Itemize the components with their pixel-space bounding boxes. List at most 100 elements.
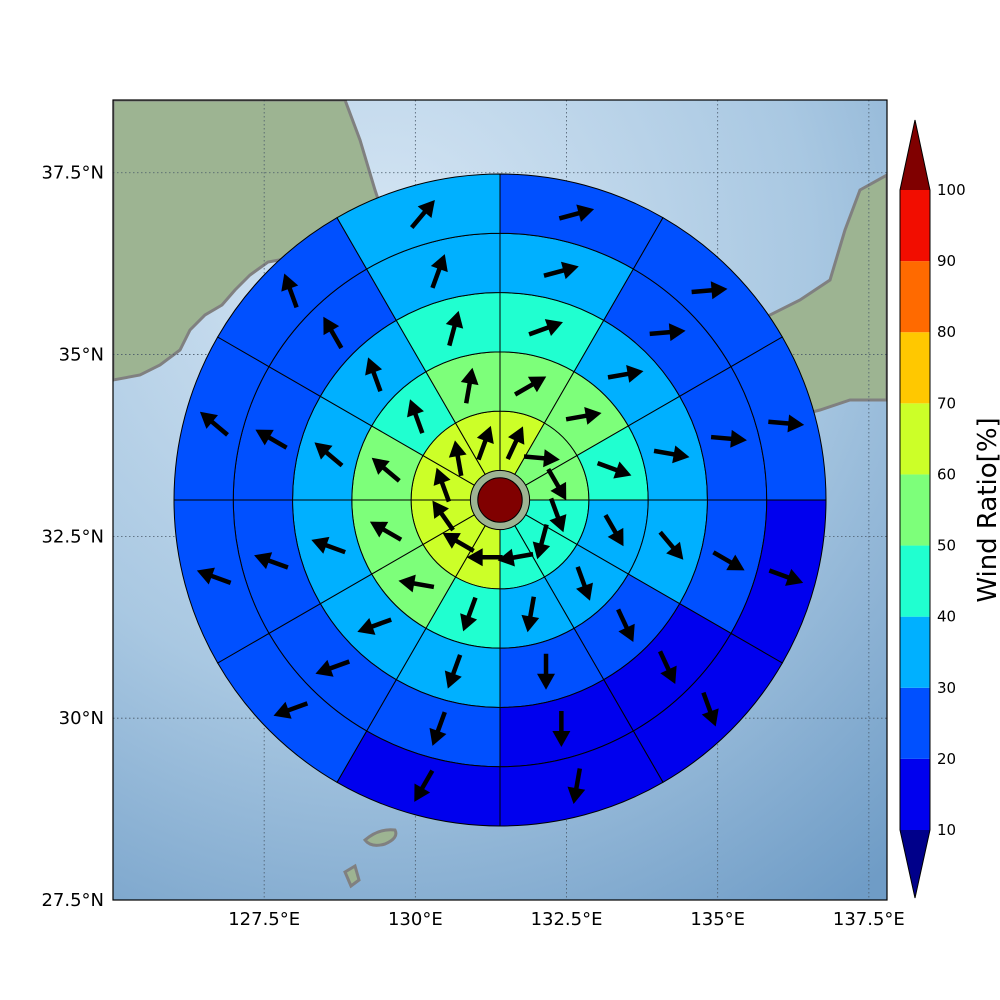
wind-vector-head <box>311 536 330 554</box>
colorbar-tick-label: 30 <box>937 679 956 697</box>
wind-vector-head <box>314 442 333 460</box>
lat-tick-label: 37.5°N <box>41 163 104 184</box>
colorbar-tick-label: 50 <box>937 537 956 555</box>
wind-vector-head <box>315 659 334 677</box>
wind-vector-head <box>371 457 390 475</box>
wind-vector-head <box>576 204 595 222</box>
colorbar-band <box>900 474 930 546</box>
wind-vector-head <box>414 783 431 802</box>
wind-vector-head <box>255 429 274 446</box>
wind-vector-head <box>460 613 478 632</box>
lon-tick-label: 130°E <box>388 909 443 930</box>
colorbar-over-triangle <box>900 120 930 190</box>
lat-tick-label: 32.5°N <box>41 526 104 547</box>
lat-tick-label: 30°N <box>59 708 104 729</box>
lon-tick-labels: 127.5°E 130°E 132.5°E 135°E 137.5°E <box>228 909 905 930</box>
land-ryukyu-4 <box>343 863 361 889</box>
wind-vector-head <box>508 426 525 445</box>
wind-vectors <box>196 199 805 804</box>
land-ryukyu-3 <box>362 828 398 847</box>
lon-tick-label: 127.5°E <box>228 909 300 930</box>
wind-vector-head <box>537 673 556 690</box>
colorbar-band <box>900 261 930 333</box>
wind-vector-head <box>497 548 515 567</box>
lon-tick-label: 132.5°E <box>531 909 603 930</box>
wind-vector-head <box>544 319 563 337</box>
wind-vector-head <box>417 199 435 218</box>
wind-vector-head <box>666 541 684 560</box>
wind-vector-head <box>448 440 467 458</box>
wind-vector-head <box>584 406 602 425</box>
wind-vector-head <box>369 521 389 538</box>
wind-vector-head <box>560 261 579 280</box>
wind-vector-head <box>445 310 464 329</box>
wind-vector-head <box>607 527 624 547</box>
lat-tick-label: 35°N <box>59 345 104 366</box>
wind-vector-head <box>281 273 299 292</box>
wind-vector-head <box>407 399 424 418</box>
colorbar-band <box>900 758 930 830</box>
wind-vector-head <box>730 429 747 448</box>
wind-vector-head <box>785 568 804 586</box>
lon-tick-label: 135°E <box>690 909 745 930</box>
colorbar-band <box>900 190 930 262</box>
wind-vector-head <box>549 514 567 533</box>
wind-vector-head <box>196 567 215 585</box>
colorbar-tick-label: 60 <box>937 465 956 483</box>
wind-vector-head <box>273 701 292 719</box>
wind-vector-head <box>429 727 447 746</box>
wind-vector-head <box>618 623 635 643</box>
colorbar-tick-label: 20 <box>937 750 956 768</box>
colorbar-tick-label: 90 <box>937 252 956 270</box>
colorbar-under-triangle <box>900 830 930 898</box>
lat-tick-label: 27.5°N <box>41 890 104 911</box>
wind-vector-head <box>550 481 567 501</box>
wind-vector-head <box>726 554 745 571</box>
sector-grid <box>173 173 827 827</box>
colorbar-band <box>900 616 930 688</box>
wind-vector-head <box>433 467 451 486</box>
wind-vector-head <box>787 414 805 433</box>
colorbar-band <box>900 687 930 759</box>
wind-vector-head <box>532 541 551 560</box>
map-frame <box>112 99 888 901</box>
colorbar-tick-label: 80 <box>937 323 956 341</box>
colorbar-band <box>900 332 930 404</box>
lat-tick-labels: 27.5°N 30°N 32.5°N 35°N 37.5°N <box>41 163 104 911</box>
colorbar-tick-label: 70 <box>937 394 956 412</box>
colorbar-title: Wind Ratio[%] <box>973 417 1000 602</box>
lon-tick-label: 137.5°E <box>833 909 905 930</box>
wind-vector-head <box>432 500 449 519</box>
wind-vector-head <box>710 281 728 300</box>
colorbar-band <box>900 403 930 475</box>
wind-vector-head <box>552 731 571 748</box>
wind-vector-head <box>199 411 218 429</box>
wind-vector-head <box>672 445 690 464</box>
wind-vector-head <box>613 461 632 479</box>
wind-vector-head <box>521 614 540 633</box>
wind-vector-head <box>543 449 560 468</box>
map-panel <box>113 100 887 900</box>
wind-vector-head <box>323 316 340 336</box>
wind-vector-head <box>567 786 586 804</box>
wind-vector-head <box>466 548 483 567</box>
wind-vector-head <box>660 665 677 684</box>
wind-vector-head <box>254 552 273 570</box>
wind-vector-head <box>430 254 448 273</box>
wind-vector-head <box>476 425 494 444</box>
wind-vector-head <box>576 582 593 601</box>
colorbar: 10 20 30 40 50 60 70 80 90 100 <box>899 119 966 899</box>
wind-vector-head <box>357 617 376 635</box>
wind-vector-head <box>527 376 547 393</box>
wind-vector-head <box>701 708 719 727</box>
colorbar-band <box>900 545 930 617</box>
wind-vector-head <box>444 670 462 689</box>
wind-vector-head <box>398 574 416 593</box>
center-disk <box>477 477 523 523</box>
wind-vector-head <box>626 365 644 383</box>
colorbar-tick-label: 100 <box>937 181 966 199</box>
colorbar-tick-label: 40 <box>937 608 956 626</box>
wind-vector-head <box>442 532 461 549</box>
wind-vector-head <box>365 357 383 376</box>
